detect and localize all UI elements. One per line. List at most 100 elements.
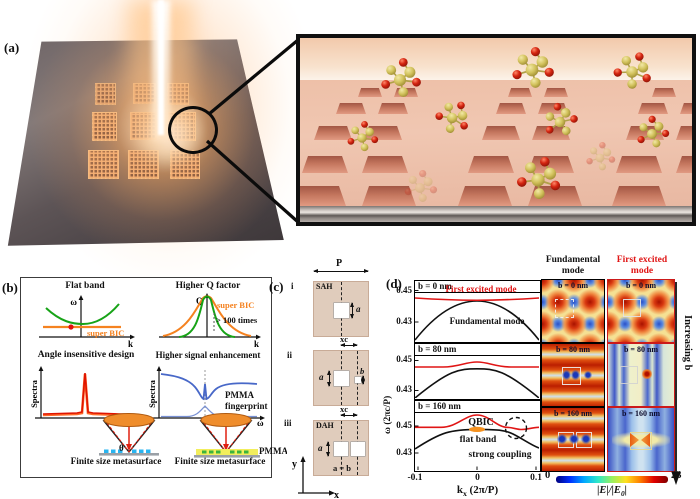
header-line: mode bbox=[630, 265, 654, 276]
small-air-hole bbox=[354, 377, 361, 383]
q-factor-plot: Q k super BIC > 100 times bbox=[159, 293, 261, 349]
kx-subscript: x bbox=[462, 489, 467, 499]
field-map-exc-b80: b = 80 nm bbox=[607, 343, 675, 407]
finite-metasurface-caption-left: Finite size metasurface bbox=[70, 457, 162, 467]
unit-cell-perturbed: a b bbox=[313, 350, 369, 406]
nanohole bbox=[496, 103, 526, 114]
p-dim-arrow bbox=[313, 268, 369, 273]
nanohole bbox=[302, 156, 348, 173]
plot-title-rule bbox=[415, 401, 540, 413]
band-plot-b0: b = 0 nm First excited mode Fundamental … bbox=[414, 280, 541, 343]
dah-label: DAH bbox=[316, 421, 334, 430]
q-factor-title: Higher Q factor bbox=[175, 281, 241, 291]
unit-cell-outline bbox=[620, 366, 638, 384]
air-hole bbox=[334, 303, 349, 318]
nanohole bbox=[358, 88, 382, 97]
plot-title: b = 0 nm bbox=[418, 281, 452, 291]
colorbar-max: 23 bbox=[671, 470, 682, 481]
ytick: 0.43 bbox=[396, 447, 412, 457]
fingerprint-label: fingerprint bbox=[225, 401, 268, 411]
field-map-fund-b0: b = 0 nm bbox=[541, 279, 605, 343]
objective-cone-left: θ bbox=[99, 413, 159, 456]
flat-band-title: Flat band bbox=[65, 281, 105, 291]
nanohole bbox=[314, 126, 352, 140]
nanohole bbox=[468, 156, 514, 173]
map-title: b = 0 nm bbox=[625, 281, 657, 290]
theta-label: θ bbox=[119, 443, 124, 453]
xc-label-top: xc bbox=[340, 334, 349, 344]
air-hole bbox=[351, 442, 365, 456]
field-wedge-left bbox=[630, 433, 639, 447]
metasurface-patch bbox=[88, 150, 119, 179]
nanohole bbox=[336, 103, 366, 114]
field-map-exc-b160: b = 160 nm bbox=[607, 407, 675, 472]
strong-coupling-label: strong coupling bbox=[469, 450, 532, 460]
air-hole bbox=[334, 442, 348, 456]
pmma-label: PMMA bbox=[225, 390, 254, 400]
nanohole bbox=[652, 88, 676, 97]
increasing-b-arrow bbox=[671, 282, 681, 485]
band-curves-b80 bbox=[415, 360, 539, 398]
ytick: 0.43 bbox=[396, 316, 412, 326]
nanohole bbox=[362, 156, 408, 173]
band-curves-b160: QBIC flat band strong coupling bbox=[415, 414, 539, 470]
field-map-fund-b80: b = 80 nm bbox=[541, 343, 605, 407]
band-curves-b0: First excited mode Fundamental mode bbox=[415, 284, 539, 341]
objective-cone-right: PMMA bbox=[194, 413, 287, 458]
a-dim-label: a bbox=[319, 372, 324, 382]
field-map-exc-b0: b = 0 nm bbox=[607, 279, 675, 343]
cell-ii-index: ii bbox=[287, 350, 293, 360]
a-dim-arrow bbox=[326, 370, 331, 387]
b-dim-arrow bbox=[360, 375, 365, 385]
a-dim-arrow bbox=[349, 302, 354, 319]
first-excited-label: First excited mode bbox=[446, 284, 517, 294]
band-plot-b80: b = 80 nm bbox=[414, 343, 541, 400]
plot-title: b = 160 nm bbox=[418, 401, 461, 411]
field-wedge-right bbox=[641, 433, 650, 447]
ytick: 0.43 bbox=[396, 384, 412, 394]
fundamental-label: Fundamental mode bbox=[450, 316, 525, 326]
hundred-times-label: > 100 times bbox=[216, 315, 258, 325]
air-hole bbox=[334, 371, 349, 386]
panel-b: Flat band ω k super BIC Higher Q factor … bbox=[20, 277, 287, 478]
field-node bbox=[569, 434, 579, 444]
field-node bbox=[581, 434, 591, 444]
colorbar-title: |E|/|E0| bbox=[558, 485, 666, 498]
nanohole bbox=[676, 126, 692, 140]
unit-cell-dah: DAH a a = b bbox=[313, 420, 369, 476]
nanohole bbox=[538, 103, 568, 114]
colorbar-title-pre: |E|/|E bbox=[597, 485, 621, 496]
colorbar-title-post: | bbox=[624, 485, 627, 496]
field-node bbox=[557, 434, 567, 444]
panel-b-label: (b) bbox=[2, 280, 18, 295]
header-line: mode bbox=[561, 265, 585, 276]
super-bic-label: super BIC bbox=[217, 300, 254, 310]
nanohole bbox=[616, 156, 662, 173]
field-node bbox=[584, 371, 592, 379]
plot-title: b = 80 nm bbox=[418, 344, 457, 354]
colorbar-min: 0 bbox=[545, 470, 551, 481]
nanohole bbox=[508, 88, 532, 97]
q-axis-label: Q bbox=[196, 296, 203, 306]
nanohole bbox=[680, 103, 692, 114]
colorbar-title-sub: 0 bbox=[620, 489, 625, 499]
inset-substrate-bar bbox=[300, 206, 692, 222]
plot-title-rule bbox=[415, 344, 540, 356]
cell-i-index: i bbox=[291, 281, 294, 291]
panel-a-label: (a) bbox=[4, 40, 20, 55]
omega-axis-label: ω bbox=[257, 418, 264, 426]
a-equals-b-label: a = b bbox=[332, 463, 352, 473]
k-axis-label: k bbox=[128, 339, 133, 349]
qbic-label: QBIC bbox=[468, 417, 494, 428]
sah-label: SAH bbox=[316, 282, 333, 291]
ytick: 0.45 bbox=[396, 420, 412, 430]
p-dim-label: P bbox=[336, 258, 343, 269]
plot-title-rule bbox=[415, 281, 540, 293]
finite-metasurface-caption-right: Finite size metasurface bbox=[174, 457, 266, 467]
pmma-layer-label: PMMA bbox=[259, 446, 287, 456]
first-excited-mode-header: First excited mode bbox=[601, 255, 683, 276]
increasing-b-label: Increasing b bbox=[682, 315, 693, 371]
spectra-axis-label: Spectra bbox=[147, 379, 157, 408]
colorbar bbox=[556, 476, 668, 483]
